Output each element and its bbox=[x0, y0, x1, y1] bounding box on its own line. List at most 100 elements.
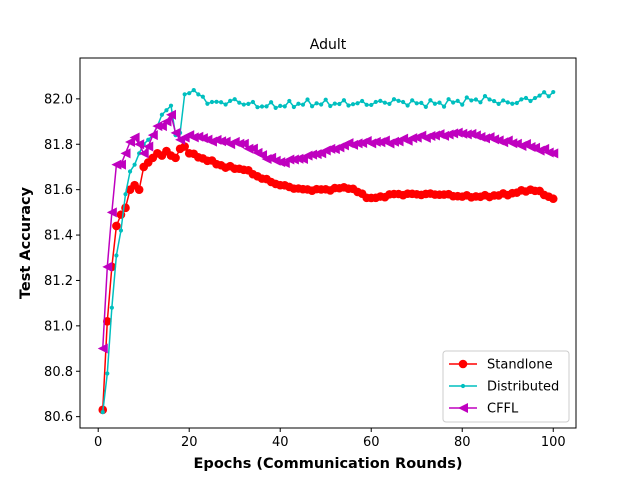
data-point bbox=[325, 143, 336, 154]
data-point bbox=[273, 105, 278, 111]
data-point bbox=[115, 159, 126, 170]
data-point bbox=[156, 121, 167, 132]
data-point bbox=[510, 101, 515, 106]
data-point bbox=[127, 169, 133, 174]
x-tick-label: 60 bbox=[363, 435, 380, 450]
y-tick-label: 82.0 bbox=[44, 92, 73, 107]
data-point bbox=[491, 98, 497, 104]
data-point bbox=[364, 102, 369, 107]
data-point bbox=[489, 134, 500, 145]
y-tick-label: 81.0 bbox=[44, 319, 73, 334]
data-point bbox=[103, 317, 112, 326]
data-point bbox=[109, 305, 114, 310]
data-point bbox=[223, 102, 228, 107]
data-point bbox=[134, 139, 145, 150]
data-point bbox=[537, 93, 542, 98]
data-point bbox=[461, 129, 472, 140]
data-point bbox=[546, 94, 551, 99]
data-point bbox=[501, 98, 506, 103]
data-point bbox=[482, 94, 488, 99]
data-point bbox=[548, 148, 559, 159]
data-point bbox=[543, 147, 554, 158]
data-point bbox=[507, 138, 518, 149]
data-point bbox=[232, 97, 237, 102]
data-point bbox=[437, 100, 442, 105]
y-tick-label: 80.8 bbox=[44, 365, 73, 380]
y-tick-label: 81.8 bbox=[44, 138, 73, 153]
data-point bbox=[414, 101, 419, 106]
data-point bbox=[171, 153, 180, 163]
data-point bbox=[505, 100, 510, 105]
data-point bbox=[264, 104, 269, 109]
x-axis-title: Epochs (Communication Rounds) bbox=[194, 456, 463, 472]
x-tick-label: 20 bbox=[181, 435, 198, 450]
data-point bbox=[525, 141, 536, 152]
data-point bbox=[143, 141, 154, 152]
data-point bbox=[105, 371, 110, 376]
y-tick-label: 81.4 bbox=[44, 229, 73, 244]
data-point bbox=[464, 95, 469, 100]
data-point bbox=[396, 98, 401, 103]
data-point bbox=[205, 101, 210, 106]
data-point bbox=[455, 98, 460, 103]
data-point bbox=[259, 104, 265, 109]
data-point bbox=[191, 87, 196, 93]
data-point bbox=[118, 228, 124, 233]
data-point bbox=[218, 100, 224, 105]
data-point bbox=[307, 149, 318, 160]
y-tick-label: 81.6 bbox=[44, 183, 73, 198]
data-point bbox=[410, 98, 415, 103]
data-point bbox=[302, 150, 313, 161]
legend-label: Standlone bbox=[487, 358, 553, 373]
data-point bbox=[323, 97, 328, 102]
x-tick-label: 0 bbox=[94, 435, 102, 450]
x-tick-label: 80 bbox=[454, 435, 471, 450]
data-point bbox=[97, 343, 108, 354]
data-point bbox=[293, 153, 304, 164]
data-point bbox=[473, 97, 478, 102]
data-point bbox=[114, 253, 119, 258]
data-point bbox=[168, 103, 174, 108]
data-point bbox=[523, 95, 529, 101]
data-point bbox=[200, 94, 205, 99]
legend-marker bbox=[458, 403, 468, 413]
data-point bbox=[305, 97, 310, 102]
data-point bbox=[469, 98, 474, 103]
data-point bbox=[532, 95, 538, 101]
data-point bbox=[147, 130, 158, 141]
data-point bbox=[216, 136, 227, 147]
legend-label: CFFL bbox=[487, 402, 519, 417]
x-tick-label: 40 bbox=[272, 435, 289, 450]
data-point bbox=[423, 104, 428, 109]
legend-marker bbox=[458, 359, 468, 369]
data-point bbox=[247, 143, 258, 154]
data-point bbox=[209, 99, 215, 105]
data-point bbox=[180, 142, 189, 151]
data-point bbox=[237, 100, 242, 105]
data-point bbox=[341, 98, 347, 103]
legend-label: Distributed bbox=[487, 380, 559, 395]
data-point bbox=[400, 99, 406, 105]
y-tick-label: 81.2 bbox=[44, 274, 73, 289]
data-point bbox=[287, 98, 292, 104]
data-point bbox=[255, 105, 260, 110]
data-point bbox=[337, 101, 342, 107]
data-point bbox=[548, 194, 558, 204]
data-point bbox=[407, 133, 418, 144]
data-point bbox=[551, 89, 556, 95]
data-point bbox=[419, 100, 424, 105]
data-point bbox=[487, 97, 492, 102]
data-point bbox=[309, 104, 315, 109]
data-point bbox=[328, 103, 333, 109]
data-point bbox=[138, 148, 149, 159]
data-point bbox=[432, 101, 438, 106]
data-point bbox=[125, 136, 136, 147]
data-point bbox=[246, 101, 251, 106]
data-point bbox=[425, 131, 436, 142]
data-point bbox=[314, 101, 319, 106]
data-point bbox=[238, 138, 249, 149]
data-point bbox=[196, 92, 201, 97]
plot-frame bbox=[79, 57, 577, 429]
legend: Standlone Distributed CFFL bbox=[442, 350, 570, 423]
